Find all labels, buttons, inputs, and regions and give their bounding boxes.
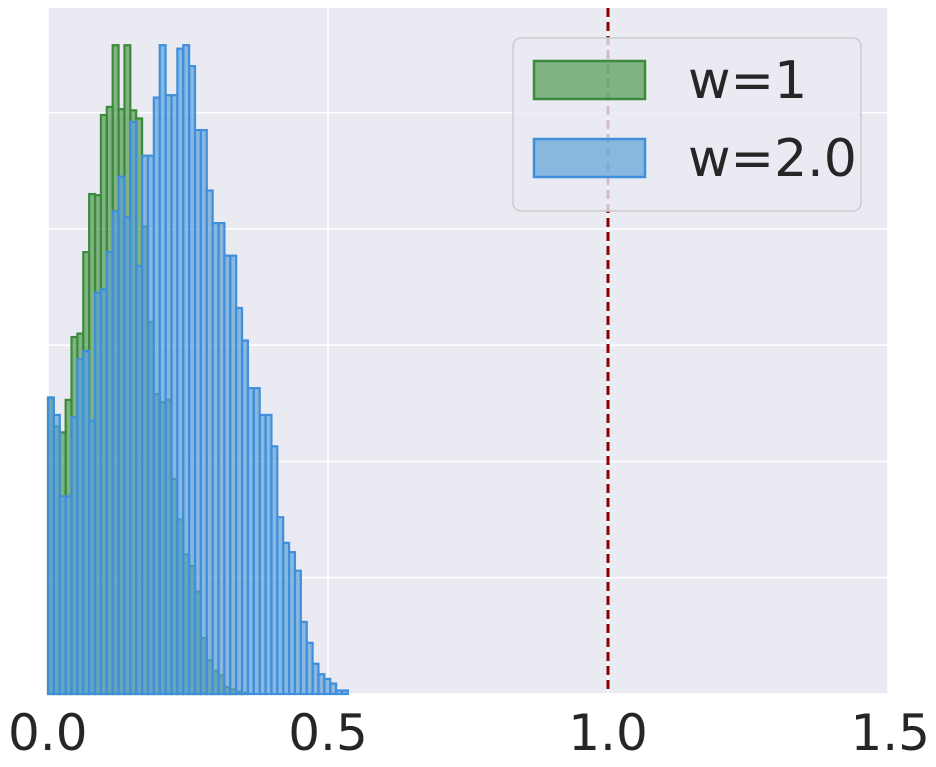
w2-bar (329, 682, 338, 696)
w2-bar (340, 689, 349, 696)
legend: w=1 w=2.0 (512, 37, 862, 212)
x-tick-labels: 0.0 0.5 1.0 1.5 (8, 704, 930, 762)
series-w2-bars (46, 44, 349, 696)
x-tick-label: 0.0 (8, 704, 88, 762)
x-tick-label: 1.0 (568, 704, 648, 762)
legend-swatch-w2 (532, 137, 647, 179)
legend-label-w1: w=1 (688, 51, 807, 111)
legend-swatch-w1 (532, 59, 647, 101)
x-tick-label: 1.5 (850, 704, 930, 762)
x-tick-label: 0.5 (288, 704, 368, 762)
legend-label-w2: w=2.0 (688, 129, 857, 189)
